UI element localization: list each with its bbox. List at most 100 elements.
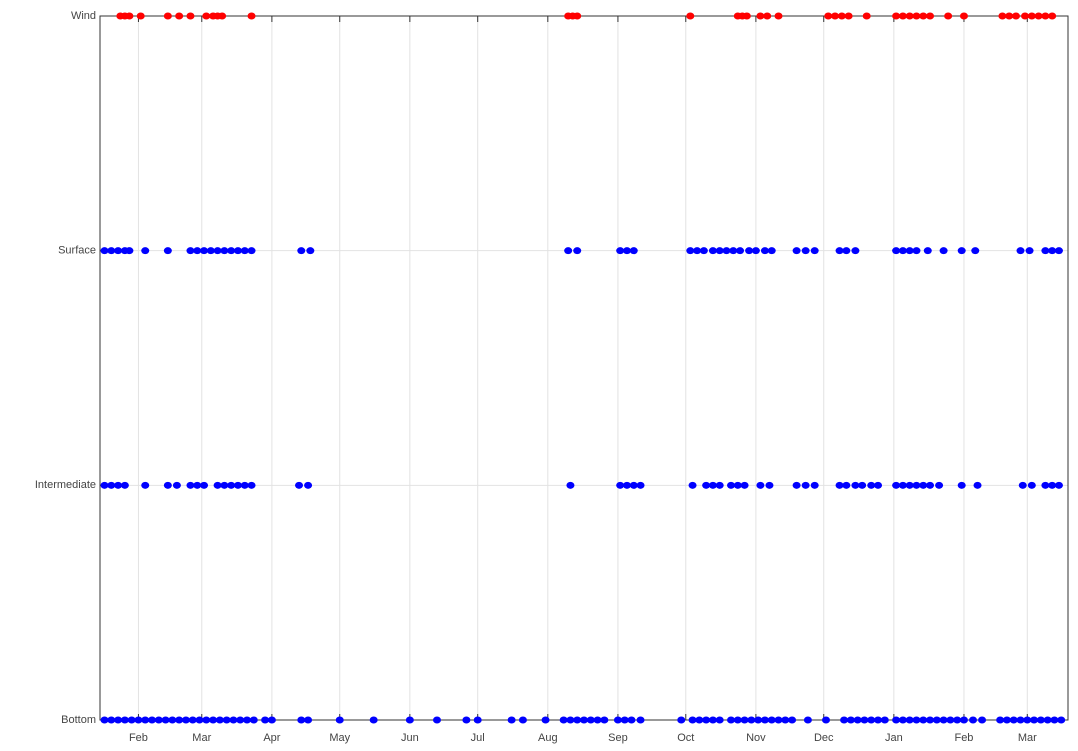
data-point [622, 481, 631, 489]
data-point [295, 481, 304, 489]
data-point [837, 12, 846, 20]
data-point [215, 716, 224, 724]
data-point [304, 716, 313, 724]
data-point [751, 247, 760, 255]
data-point [186, 247, 195, 255]
data-point [957, 481, 966, 489]
data-point [1041, 247, 1050, 255]
data-point [236, 716, 245, 724]
data-point [114, 716, 123, 724]
data-point [1005, 12, 1014, 20]
data-point [919, 481, 928, 489]
data-point [507, 716, 516, 724]
data-point [120, 716, 129, 724]
data-point [702, 716, 711, 724]
x-tick-label: Aug [538, 732, 558, 744]
data-point [803, 716, 812, 724]
x-tick-label: Feb [129, 732, 148, 744]
data-point [247, 12, 256, 20]
data-point [677, 716, 686, 724]
data-point [249, 716, 258, 724]
data-point [874, 716, 883, 724]
data-point [100, 716, 109, 724]
data-point [998, 12, 1007, 20]
data-point [247, 481, 256, 489]
data-point [134, 716, 143, 724]
y-tick-label: Bottom [61, 714, 96, 726]
plot-frame [99, 15, 1069, 721]
data-point [788, 716, 797, 724]
data-point [760, 716, 769, 724]
data-point [1016, 247, 1025, 255]
data-point [127, 716, 136, 724]
data-point [765, 481, 774, 489]
data-point [862, 12, 871, 20]
data-point [163, 481, 172, 489]
data-point [822, 716, 830, 724]
data-point [304, 481, 313, 489]
data-point [186, 481, 195, 489]
data-point [1048, 12, 1057, 20]
data-point [175, 716, 184, 724]
data-point [573, 247, 582, 255]
data-point [842, 247, 851, 255]
data-point [432, 716, 441, 724]
data-point [810, 247, 819, 255]
data-point [831, 12, 840, 20]
data-point [715, 716, 724, 724]
data-point [629, 247, 638, 255]
data-point [905, 481, 914, 489]
data-point [892, 12, 901, 20]
data-point [905, 716, 914, 724]
data-point [939, 716, 948, 724]
data-point [462, 716, 471, 724]
x-tick-label: Mar [1018, 732, 1037, 744]
data-point [742, 12, 751, 20]
data-point [1025, 247, 1034, 255]
data-point [745, 247, 754, 255]
data-point [708, 716, 717, 724]
data-point [369, 716, 378, 724]
x-tick-label: Jun [401, 732, 419, 744]
data-point [715, 481, 724, 489]
data-point [125, 12, 134, 20]
y-tick-label: Intermediate [35, 479, 96, 491]
data-point [616, 247, 625, 255]
data-point [306, 247, 315, 255]
data-point [935, 481, 944, 489]
y-tick-label: Wind [71, 10, 96, 22]
data-point [912, 12, 921, 20]
data-point [213, 481, 222, 489]
data-point [939, 247, 948, 255]
data-point [141, 247, 150, 255]
data-point [727, 716, 736, 724]
data-point [1016, 716, 1025, 724]
data-point [193, 247, 202, 255]
data-point [898, 716, 907, 724]
data-point [926, 12, 935, 20]
data-point [727, 481, 736, 489]
data-point [629, 481, 638, 489]
data-point [736, 247, 745, 255]
data-point [220, 481, 229, 489]
x-tick-label: Feb [954, 732, 973, 744]
data-point [767, 716, 776, 724]
data-point [824, 12, 833, 20]
data-point [233, 481, 242, 489]
data-point [100, 247, 109, 255]
data-point [1002, 716, 1011, 724]
data-point [756, 12, 765, 20]
data-point [586, 716, 595, 724]
data-point [297, 247, 306, 255]
data-point [114, 481, 123, 489]
data-point [186, 12, 195, 20]
data-point [740, 481, 749, 489]
data-point [247, 247, 256, 255]
x-tick-label: Sep [608, 732, 628, 744]
data-point [912, 481, 921, 489]
data-point [1034, 12, 1043, 20]
data-point [919, 12, 928, 20]
data-point [801, 247, 810, 255]
data-point [957, 247, 966, 255]
